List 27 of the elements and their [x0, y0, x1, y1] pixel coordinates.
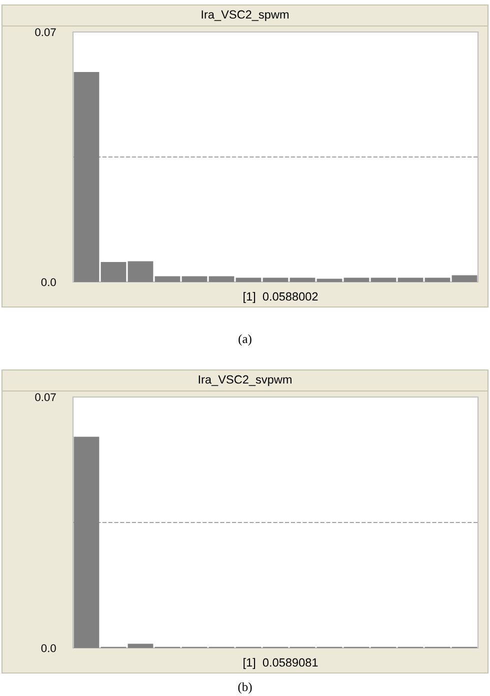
y-tick-label: 0.07 [35, 28, 56, 36]
bar [154, 276, 180, 282]
bar [128, 261, 154, 282]
bar [100, 262, 126, 282]
text: (a) [238, 334, 252, 346]
bar [74, 72, 100, 282]
bar [370, 278, 396, 282]
bar [316, 278, 342, 282]
bar [236, 278, 262, 282]
chart-title: Ira_VSC2_spwm [202, 10, 289, 21]
chart-title: Ira_VSC2_svpwm [198, 375, 292, 386]
y-tick-label: 0.0 [41, 278, 56, 286]
bar [182, 276, 208, 282]
bar [262, 278, 288, 282]
y-tick-label: 0.0 [41, 644, 56, 652]
text: [1] 0.0589081 [244, 658, 318, 670]
bar [452, 275, 478, 282]
y-tick-label: 0.07 [35, 393, 56, 402]
bar [344, 278, 370, 282]
bar [424, 278, 450, 282]
bar [208, 276, 234, 282]
text: (b) [238, 682, 252, 694]
text: [1] 0.0588002 [244, 292, 318, 304]
bar [128, 644, 154, 648]
bar [74, 436, 100, 648]
bar [398, 278, 424, 282]
bar [290, 278, 316, 282]
